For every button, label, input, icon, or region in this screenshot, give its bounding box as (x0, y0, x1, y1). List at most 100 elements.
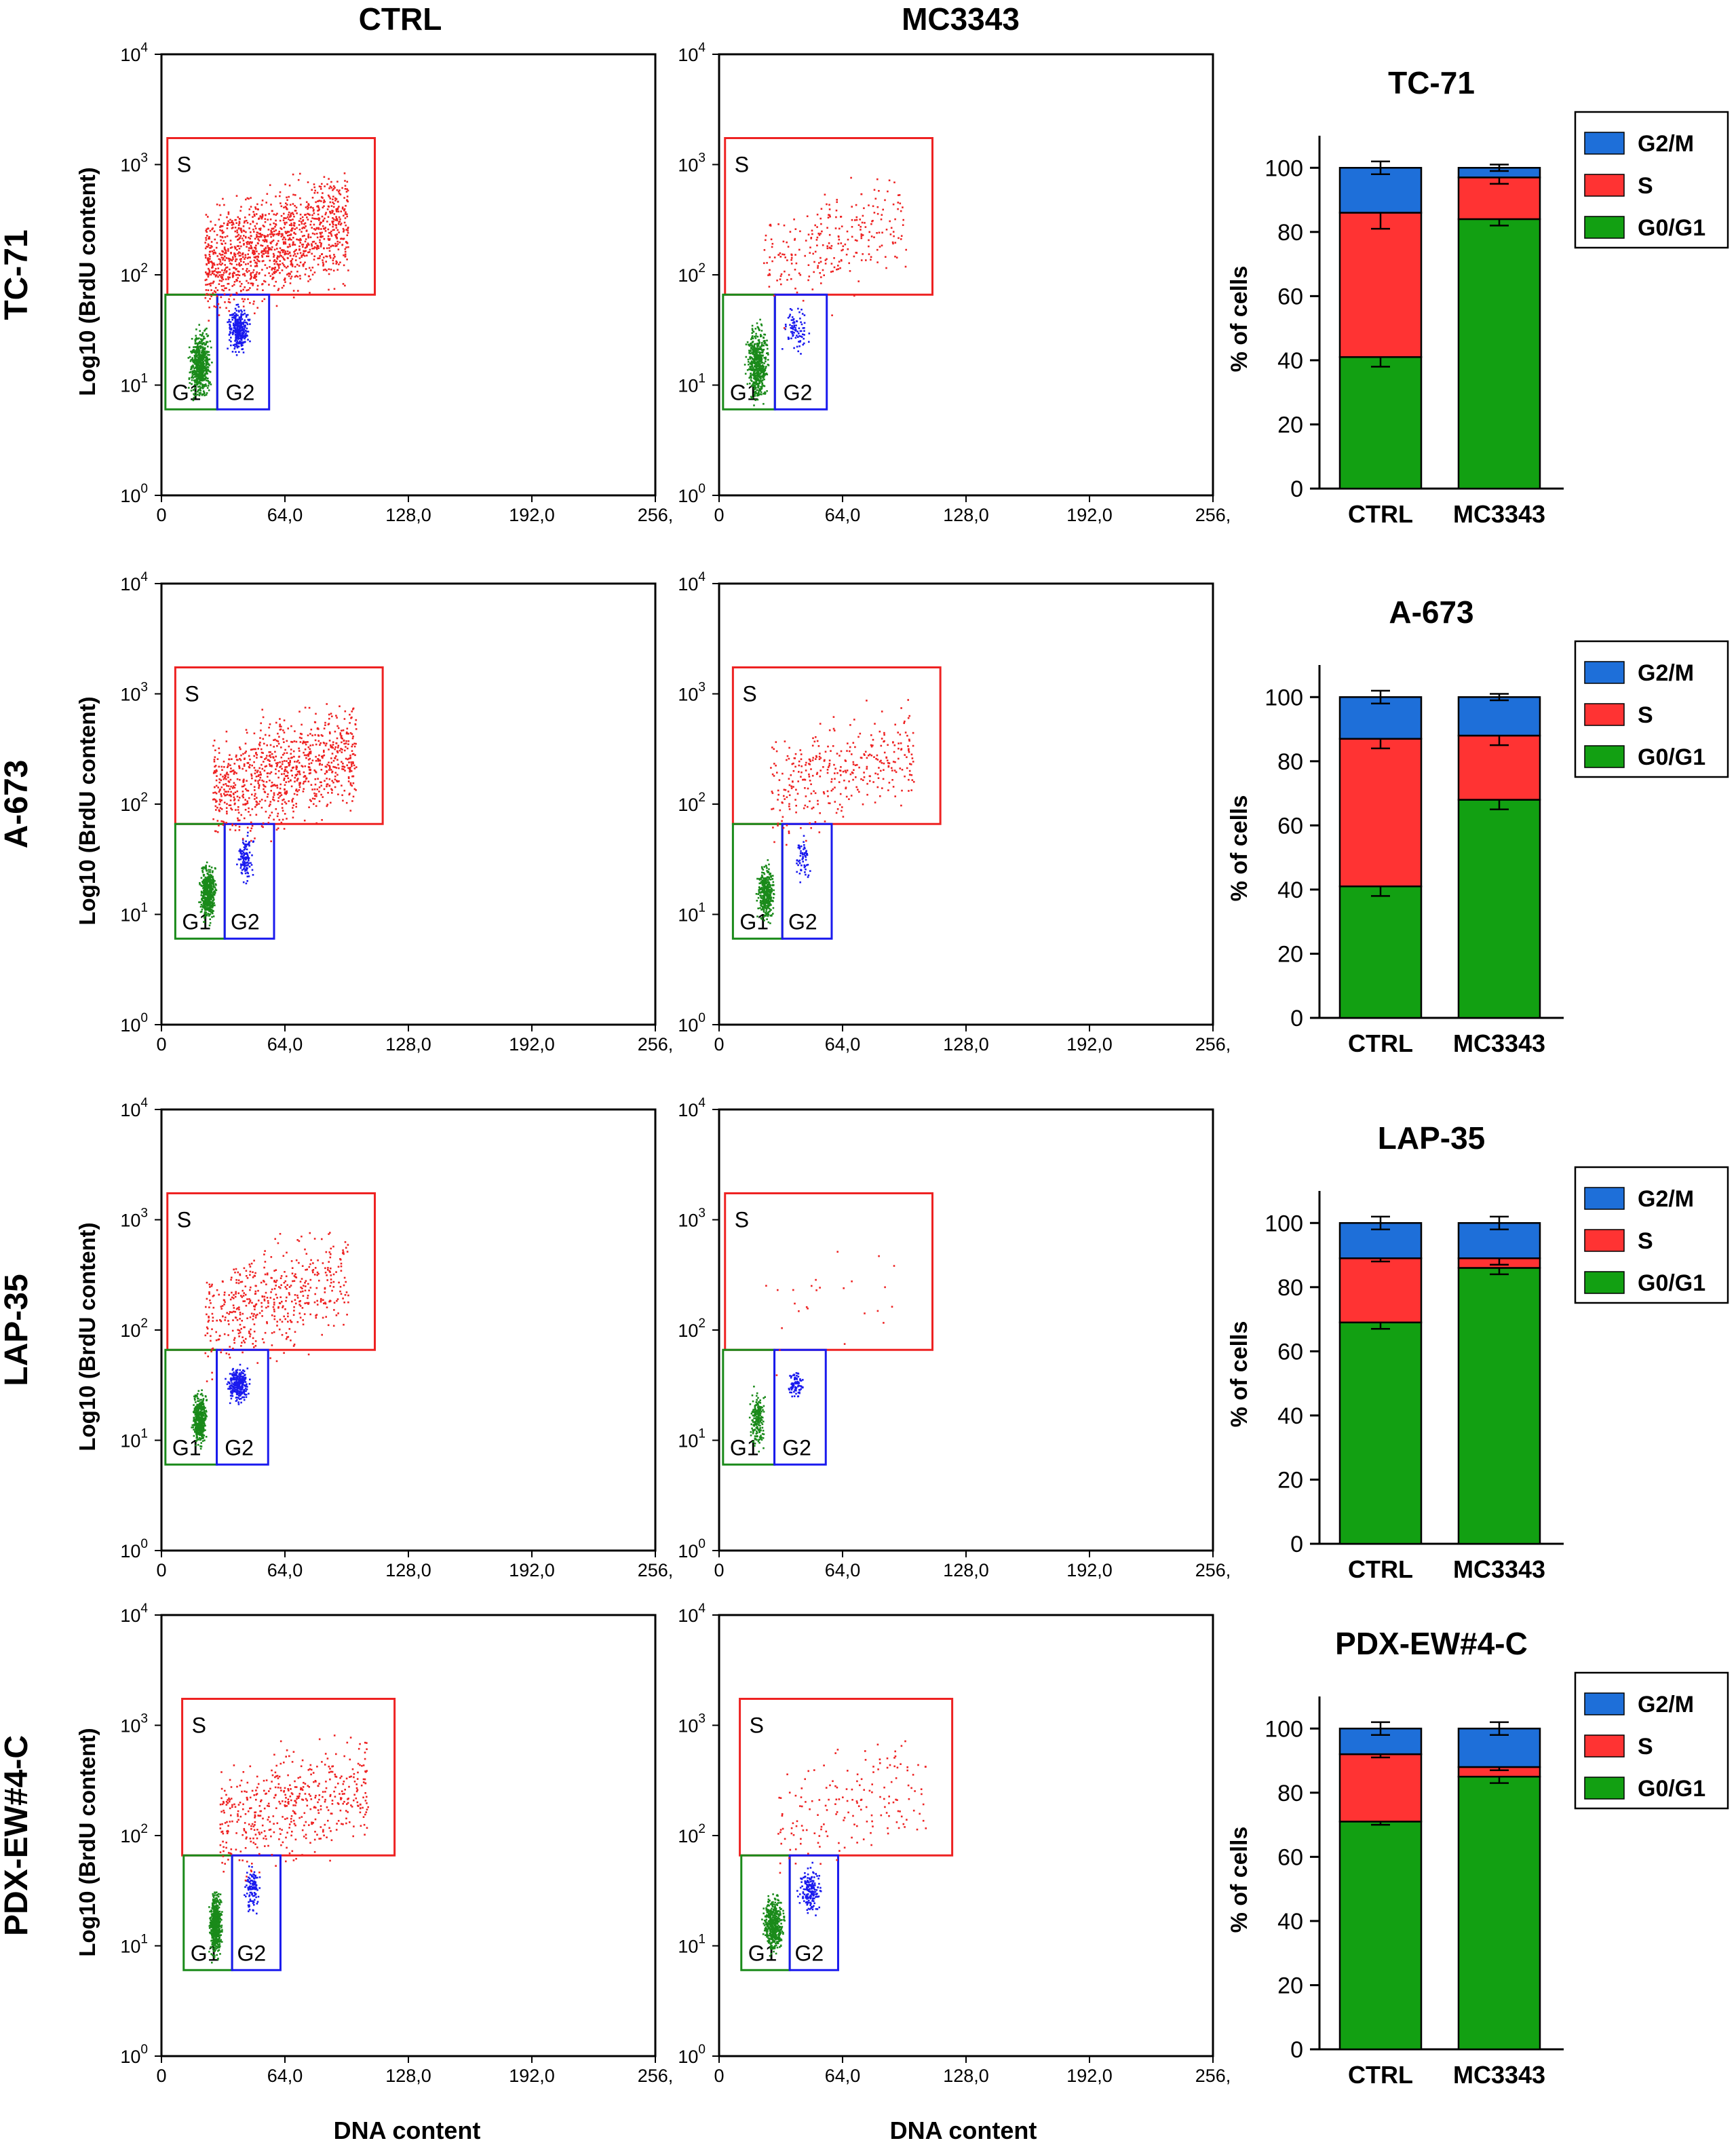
event-dot (227, 211, 230, 214)
event-dot (299, 197, 301, 200)
legend-swatch (1584, 132, 1625, 155)
event-dot (753, 345, 756, 348)
event-dot (884, 199, 886, 202)
event-dot (211, 361, 213, 364)
event-dot (254, 795, 256, 797)
event-dot (754, 379, 756, 381)
event-dot (269, 223, 271, 226)
event-dot (776, 280, 778, 282)
event-dot (269, 765, 271, 767)
event-dot (220, 263, 223, 266)
xlabel-ctrl: DNA content (334, 2116, 481, 2144)
event-dot (768, 863, 770, 866)
event-dot (236, 340, 239, 342)
x-tick-label: 128,0 (385, 1034, 431, 1055)
y-tick-label: 100 (678, 1011, 706, 1036)
event-dot (853, 255, 855, 258)
event-dot (201, 377, 204, 380)
event-dot (339, 241, 341, 244)
event-dot (267, 219, 269, 221)
event-dot (339, 192, 341, 195)
event-dot (316, 191, 319, 194)
event-dot (311, 248, 313, 250)
event-dot (193, 370, 196, 372)
event-dot (228, 288, 231, 291)
event-dot (751, 358, 754, 360)
event-dot (826, 227, 828, 229)
event-dot (750, 379, 752, 381)
event-dot (242, 856, 244, 858)
event-dot (756, 383, 758, 385)
event-dot (208, 293, 210, 296)
event-dot (242, 256, 244, 259)
event-dot (276, 745, 278, 747)
event-dot (218, 252, 221, 255)
event-dot (257, 256, 259, 259)
event-dot (299, 278, 301, 280)
event-dot (754, 366, 757, 368)
event-dot (195, 355, 197, 357)
event-dot (848, 262, 850, 265)
event-dot (289, 254, 292, 257)
event-dot (745, 343, 748, 345)
event-dot (783, 224, 786, 227)
event-dot (202, 896, 204, 898)
event-dot (254, 798, 256, 800)
event-dot (336, 210, 338, 212)
event-dot (210, 891, 212, 894)
event-dot (240, 865, 242, 867)
event-dot (302, 742, 304, 744)
event-dot (257, 780, 259, 782)
event-dot (242, 803, 244, 805)
event-dot (263, 240, 266, 243)
event-dot (341, 784, 343, 786)
event-dot (273, 267, 275, 269)
event-dot (236, 790, 239, 793)
event-dot (201, 375, 204, 377)
event-dot (758, 367, 760, 369)
event-dot (330, 212, 332, 214)
event-dot (288, 211, 290, 214)
event-dot (234, 255, 237, 258)
event-dot (245, 862, 247, 865)
event-dot (235, 335, 237, 337)
event-dot (225, 822, 227, 824)
event-dot (283, 777, 286, 780)
event-dot (352, 782, 355, 784)
event-dot (223, 766, 225, 768)
event-dot (221, 225, 224, 227)
event-dot (257, 782, 259, 784)
event-dot (756, 352, 758, 354)
event-dot (767, 347, 769, 350)
event-dot (255, 800, 258, 803)
event-dot (337, 793, 339, 795)
event-dot (212, 912, 214, 915)
event-dot (193, 355, 196, 358)
event-dot (209, 875, 211, 878)
event-dot (347, 747, 349, 750)
x-tick-label: 192,0 (1066, 505, 1113, 525)
event-dot (836, 199, 838, 201)
event-dot (336, 243, 339, 245)
event-dot (194, 362, 197, 364)
event-dot (202, 887, 204, 890)
event-dot (290, 262, 292, 264)
event-dot (221, 263, 223, 265)
event-dot (225, 783, 227, 785)
event-dot (246, 289, 248, 292)
event-dot (261, 269, 263, 271)
event-dot (207, 358, 210, 361)
event-dot (315, 247, 317, 249)
event-dot (334, 775, 336, 778)
event-dot (335, 216, 337, 218)
event-dot (214, 805, 217, 808)
event-dot (292, 237, 294, 239)
event-dot (336, 189, 339, 191)
event-dot (339, 193, 342, 195)
event-dot (241, 332, 244, 334)
event-dot (298, 224, 301, 226)
event-dot (764, 340, 766, 342)
event-dot (237, 345, 240, 347)
flow-y-label: Log10 (BrdU content) (75, 167, 100, 396)
event-dot (254, 214, 256, 217)
